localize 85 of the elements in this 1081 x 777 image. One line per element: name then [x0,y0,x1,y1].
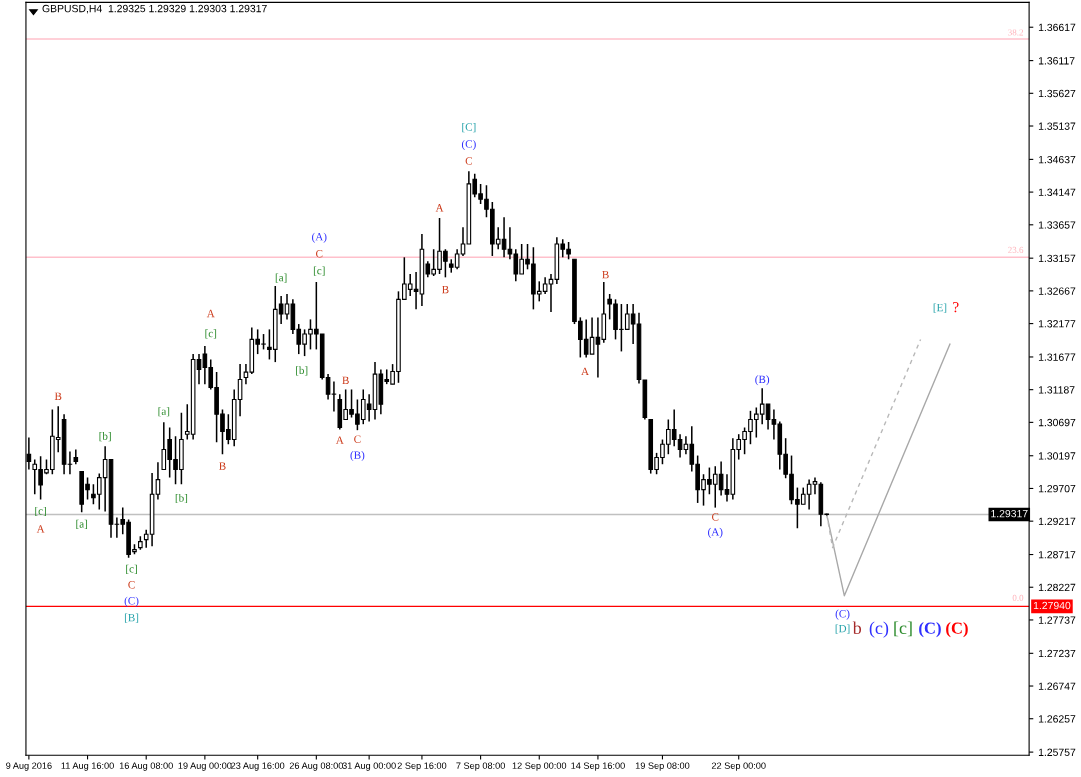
y-tick-label: 1.31187 [1038,386,1075,394]
annotation: A [206,309,215,318]
annotation: (A) [708,527,723,538]
x-tick-label: 19 Sep 08:00 [635,762,690,771]
y-tick-label: 1.30697 [1038,418,1076,427]
x-tick-label: 31 Aug 00:00 [342,762,396,771]
y-tick-label: 1.27237 [1038,649,1076,658]
y-tick-label: 1.28717 [1038,551,1076,559]
x-tick-label: 19 Aug 00:00 [178,762,232,771]
annotation: [c] [35,506,46,517]
y-tick-label: 1.26257 [1038,715,1076,723]
annotation: B [602,270,609,279]
annotation: B [342,376,349,384]
y-tick-label: 1.27737 [1038,616,1076,624]
y-tick-label: 1.34637 [1038,155,1076,164]
annotation: [E] [933,303,947,313]
annotation: b [852,621,862,635]
annotation: [c] [313,266,325,276]
annotation: [a] [275,273,287,283]
annotation: [c] [126,564,137,574]
annotation: (C) [919,622,941,638]
annotation: [b] [99,432,111,442]
y-tick-label: 1.31677 [1038,353,1076,361]
x-tick-label: 7 Sep 08:00 [456,762,505,771]
x-tick-label: 12 Sep 00:00 [512,762,567,771]
annotation: A [435,204,444,212]
annotation: [a] [158,407,170,417]
annotation: C [128,581,135,589]
annotation: C [354,435,361,443]
x-tick-label: 14 Sep 16:00 [571,762,625,771]
annotation: [b] [296,366,308,376]
annotation: C [316,249,323,258]
y-tick-label: 1.35627 [1038,89,1076,98]
y-tick-label: 1.25757 [1038,748,1076,756]
annotation: B [219,462,226,470]
annotation: (C) [461,139,476,150]
y-tick-label: 1.26747 [1038,682,1076,690]
annotation: [C] [462,122,476,133]
y-tick-label: 1.28227 [1038,583,1076,592]
annotation: [c] [894,621,912,637]
y-tick-label: 1.30197 [1038,452,1076,460]
annotation: A [335,436,344,444]
annotation: (B) [350,451,365,462]
y-tick-label: 1.35137 [1038,122,1076,130]
annotation: [D] [835,624,850,634]
x-tick-label: 23 Aug 16:00 [231,762,285,771]
y-tick-label: 1.29217 [1038,517,1076,526]
annotation: (A) [312,232,327,243]
annotation: (C) [124,596,139,607]
annotation: B [442,285,449,294]
x-tick-label: 9 Aug 2016 [6,762,52,771]
x-tick-label: 16 Aug 08:00 [119,762,173,771]
x-tick-label: 26 Aug 08:00 [289,762,343,771]
y-tick-label: 1.36117 [1038,57,1075,65]
annotation: A [36,525,45,533]
annotation: ? [953,302,959,313]
y-tick-label: 1.33657 [1038,221,1076,229]
annotation: B [54,392,62,400]
annotation: 23.6 [1008,246,1024,253]
annotation: (C) [946,622,968,638]
annotation: [a] [76,519,88,530]
annotation: [b] [175,493,188,504]
candlestick [331,380,337,413]
y-tick-label: 1.29707 [1038,484,1076,493]
annotation: [c] [205,329,217,339]
annotation: 38.2 [1008,29,1024,36]
x-tick-label: 11 Aug 16:00 [61,762,114,771]
x-tick-label: 22 Sep 00:00 [711,762,766,771]
ref-line-label: 1.29317 [991,509,1028,518]
y-tick-label: 1.34147 [1038,188,1076,196]
x-tick-label: 2 Sep 16:00 [397,762,447,771]
annotation: (C) [835,609,850,620]
annotation: A [581,367,589,375]
y-tick-label: 1.32177 [1038,320,1076,328]
chart-title: GBPUSD,H4 1.29325 1.29329 1.29303 1.29317 [42,4,267,14]
annotation: (c) [869,621,889,638]
y-tick-label: 1.33157 [1038,254,1076,263]
annotation: C [465,157,472,165]
y-tick-label: 1.32667 [1038,287,1076,295]
annotation: C [712,513,719,521]
annotation: (B) [755,375,770,386]
candlestick [67,450,73,476]
y-tick-label: 1.36617 [1038,23,1076,32]
ref-line-label: 1.27940 [1033,601,1071,610]
annotation: [B] [124,613,139,623]
